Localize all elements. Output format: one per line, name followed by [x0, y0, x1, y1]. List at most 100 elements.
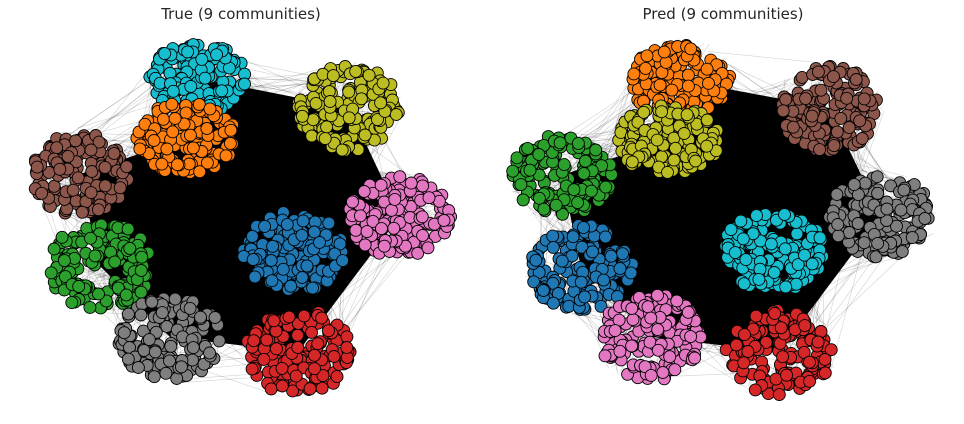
graph-node — [578, 290, 592, 304]
graph-node — [147, 370, 161, 384]
graph-node — [322, 324, 335, 338]
graph-node — [665, 83, 679, 97]
graph-edge — [592, 126, 813, 246]
community-cluster-olive — [612, 99, 724, 179]
graph-node — [597, 273, 611, 287]
graph-node — [669, 141, 682, 155]
graph-node — [870, 170, 884, 184]
graph-node — [360, 225, 374, 239]
graph-node — [349, 223, 363, 237]
graph-edge — [648, 158, 744, 318]
graph-node — [871, 236, 885, 250]
graph-node — [183, 301, 197, 315]
graph-node — [752, 272, 766, 286]
graph-edge — [611, 227, 767, 336]
graph-edge — [594, 149, 849, 207]
graph-node — [847, 178, 861, 192]
graph-node — [764, 237, 778, 251]
graph-node — [291, 340, 305, 354]
graph-node — [297, 309, 311, 323]
graph-node — [266, 239, 280, 253]
graph-node — [738, 328, 751, 342]
graph-node — [119, 288, 133, 302]
graph-node — [53, 162, 67, 176]
graph-node — [47, 242, 61, 256]
graph-node — [536, 284, 550, 297]
pred-communities-panel: Pred (9 communities) — [482, 0, 964, 424]
graph-node — [577, 221, 590, 235]
graph-edge — [720, 128, 837, 241]
graph-node — [280, 217, 294, 231]
graph-node — [282, 310, 296, 324]
graph-node — [295, 228, 309, 242]
graph-node — [626, 313, 640, 327]
graph-node — [340, 330, 354, 344]
graph-edge — [593, 160, 796, 340]
graph-node — [260, 333, 274, 347]
graph-node — [194, 310, 207, 324]
graph-node — [858, 176, 872, 190]
graph-edge — [131, 176, 172, 312]
graph-node — [371, 113, 384, 127]
graph-node — [514, 178, 528, 192]
graph-node — [918, 212, 932, 225]
graph-node — [827, 139, 841, 153]
graph-edge — [90, 143, 351, 236]
graph-node — [857, 236, 871, 250]
graph-node — [374, 178, 388, 192]
graph-node — [286, 384, 300, 398]
graph-node — [84, 186, 98, 200]
community-cluster-green — [506, 130, 618, 221]
graph-node — [653, 78, 667, 92]
graph-node — [776, 104, 790, 118]
graph-node — [638, 360, 652, 374]
graph-node — [613, 262, 627, 276]
graph-edge — [604, 137, 841, 266]
graph-node — [353, 209, 367, 223]
graph-node — [748, 383, 762, 397]
graph-edge — [99, 174, 393, 189]
graph-edge — [628, 140, 731, 342]
graph-node — [385, 203, 398, 217]
graph-node — [851, 217, 865, 230]
graph-node — [857, 92, 871, 106]
graph-node — [358, 128, 372, 142]
graph-node — [778, 242, 792, 256]
graph-node — [627, 67, 641, 81]
graph-node — [586, 245, 599, 259]
graph-node — [30, 160, 44, 174]
graph-node — [193, 165, 207, 179]
graph-node — [571, 136, 585, 150]
graph-node — [768, 306, 782, 320]
graph-node — [50, 141, 64, 155]
graph-node — [170, 372, 184, 385]
graph-node — [179, 106, 193, 120]
graph-node — [589, 143, 603, 157]
graph-edge — [81, 51, 197, 142]
pred-panel-title: Pred (9 communities) — [642, 5, 804, 23]
graph-edge — [168, 176, 191, 295]
graph-node — [303, 382, 317, 396]
graph-node — [183, 128, 197, 142]
graph-node — [811, 335, 825, 349]
graph-node — [416, 179, 430, 193]
graph-node — [47, 179, 61, 193]
graph-node — [842, 121, 856, 135]
graph-node — [657, 45, 671, 59]
graph-node — [656, 366, 670, 379]
graph-edge — [604, 150, 833, 263]
graph-node — [377, 239, 391, 253]
graph-node — [265, 274, 279, 288]
graph-node — [166, 84, 180, 98]
graph-edge — [128, 167, 332, 327]
graph-node — [834, 111, 848, 125]
community-cluster-gray — [112, 292, 226, 385]
graph-node — [774, 321, 788, 335]
graph-edge — [703, 109, 826, 221]
graph-node — [811, 65, 825, 79]
graph-node — [330, 370, 344, 384]
graph-node — [529, 253, 543, 267]
graph-node — [349, 64, 363, 78]
graph-node — [137, 343, 151, 357]
graph-node — [35, 186, 49, 200]
